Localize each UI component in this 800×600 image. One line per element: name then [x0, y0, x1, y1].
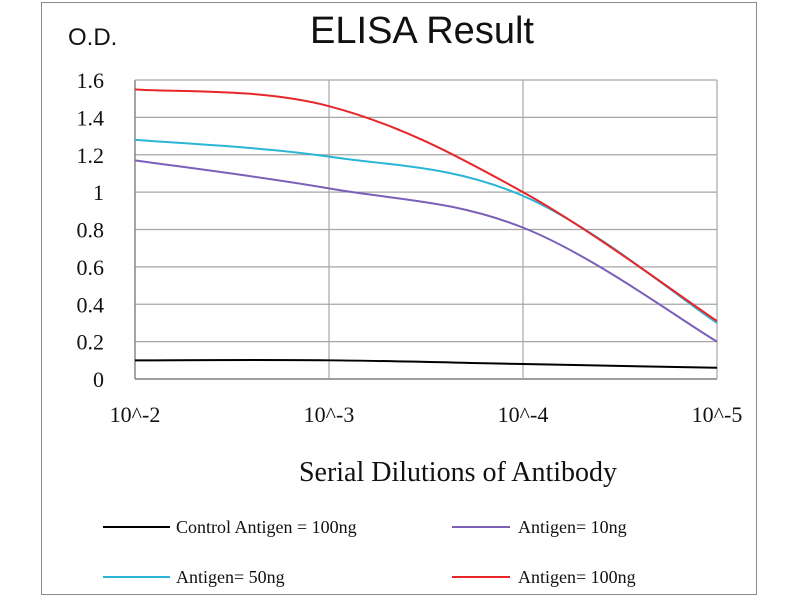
x-tick-label: 10^-3: [304, 402, 355, 427]
grid-layer: [134, 79, 718, 380]
y-axis-label: O.D.: [68, 24, 117, 51]
x-tick-label: 10^-2: [110, 402, 161, 427]
series-line-antigen-100ng: [134, 88, 718, 322]
legend: Control Antigen = 100ng Antigen= 10ng Anti…: [103, 517, 636, 587]
series-line-antigen-50ng: [134, 138, 718, 324]
y-tick-label: 1: [93, 180, 104, 205]
x-axis-label: Serial Dilutions of Antibody: [299, 457, 617, 488]
y-tick-label: 0: [93, 367, 104, 392]
legend-label-control-100ng: Control Antigen = 100ng: [176, 517, 357, 537]
y-tick-labels: 0 0.2 0.4 0.6 0.8 1 1.2 1.4 1.6: [77, 68, 105, 392]
x-tick-label: 10^-5: [692, 402, 743, 427]
chart-frame: [41, 2, 757, 595]
series-line-antigen-10ng: [134, 159, 718, 343]
chart-title: ELISA Result: [310, 10, 534, 52]
y-tick-label: 0.6: [77, 255, 105, 280]
x-tick-label: 10^-4: [498, 402, 549, 427]
y-tick-label: 0.2: [77, 330, 105, 355]
x-tick-labels: 10^-2 10^-3 10^-4 10^-5: [110, 402, 743, 427]
y-tick-label: 0.8: [77, 218, 105, 243]
y-tick-label: 1.6: [77, 68, 105, 93]
y-tick-label: 0.4: [77, 292, 105, 317]
series-line-control-100ng: [134, 359, 718, 369]
legend-label-antigen-100ng: Antigen= 100ng: [518, 567, 636, 587]
legend-label-antigen-10ng: Antigen= 10ng: [518, 517, 627, 537]
legend-label-antigen-50ng: Antigen= 50ng: [176, 567, 285, 587]
y-tick-label: 1.4: [77, 105, 105, 130]
y-tick-label: 1.2: [77, 143, 105, 168]
series-lines: [134, 88, 718, 369]
